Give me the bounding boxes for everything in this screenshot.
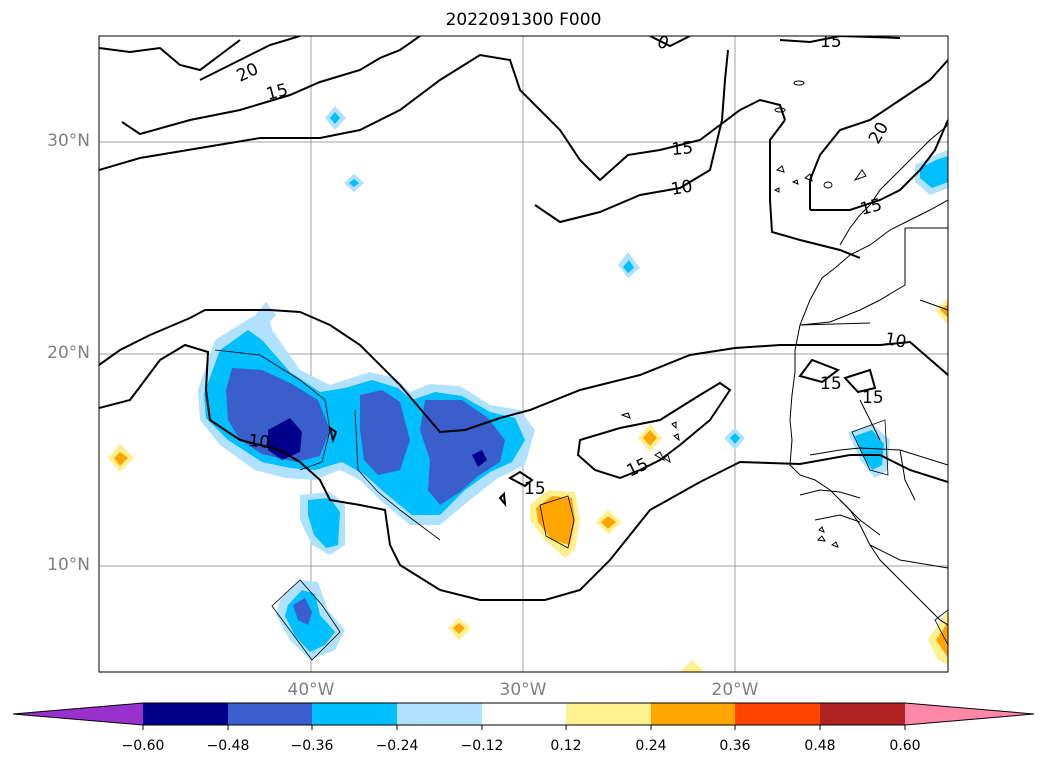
colorbar-swatch xyxy=(143,703,228,725)
colorbar-swatch xyxy=(312,703,397,725)
positive-anomalies xyxy=(108,298,948,672)
thin-contours xyxy=(214,349,948,661)
colorbar-extend-left xyxy=(13,703,143,725)
lat-label: 20°N xyxy=(47,343,90,363)
colorbar-swatch xyxy=(482,703,566,725)
contour-label: 15 xyxy=(524,479,546,499)
colorbar-tick-label: 0.24 xyxy=(635,738,667,754)
colorbar-swatch xyxy=(651,703,735,725)
lat-label: 30°N xyxy=(47,131,90,151)
contour-label: 15 xyxy=(820,32,842,52)
contour-label: 10 xyxy=(669,176,694,199)
map-title: 2022091300 F000 xyxy=(445,10,602,30)
lon-label: 40°W xyxy=(287,680,335,700)
colorbar-tick-label: −0.60 xyxy=(121,738,165,754)
colorbar-tick-label: −0.12 xyxy=(460,738,504,754)
colorbar-swatch xyxy=(820,703,905,725)
colorbar-tick-label: −0.36 xyxy=(290,738,334,754)
contour-label: 15 xyxy=(671,138,694,160)
thick-contours xyxy=(99,36,948,601)
colorbar-swatch xyxy=(566,703,651,725)
colorbar-swatch xyxy=(735,703,820,725)
negative-anomaly-south xyxy=(276,492,345,660)
contour-label: 10 xyxy=(883,329,908,352)
map-frame xyxy=(98,35,949,673)
colorbar-tick-label: 0.36 xyxy=(719,738,751,754)
colorbar-swatch xyxy=(397,703,482,725)
colorbar-tick-label: 0.48 xyxy=(804,738,836,754)
lat-label: 10°N xyxy=(47,555,90,575)
colorbar-tick-label: −0.48 xyxy=(206,738,250,754)
contour-label: 15 xyxy=(820,374,842,394)
colorbar-tick-label: 0.12 xyxy=(550,738,582,754)
small-negative-spots xyxy=(255,106,948,478)
small-contours xyxy=(620,412,680,464)
colorbar xyxy=(12,702,1035,730)
colorbar-tick-label: 0.60 xyxy=(889,738,921,754)
lon-label: 20°W xyxy=(711,680,759,700)
contour-label: 10 xyxy=(248,431,271,453)
colorbar-swatch xyxy=(228,703,312,725)
coastlines xyxy=(789,124,948,626)
contour-label: 15 xyxy=(862,388,884,408)
negative-anomaly-west xyxy=(198,310,535,525)
colorbar-extend-right xyxy=(905,703,1034,725)
lon-label: 30°W xyxy=(499,680,547,700)
map-panel: 20 15 15 0 15 20 10 15 10 15 15 10 15 15 xyxy=(99,32,948,672)
colorbar-ticks xyxy=(142,725,906,730)
colorbar-tick-label: −0.24 xyxy=(375,738,419,754)
